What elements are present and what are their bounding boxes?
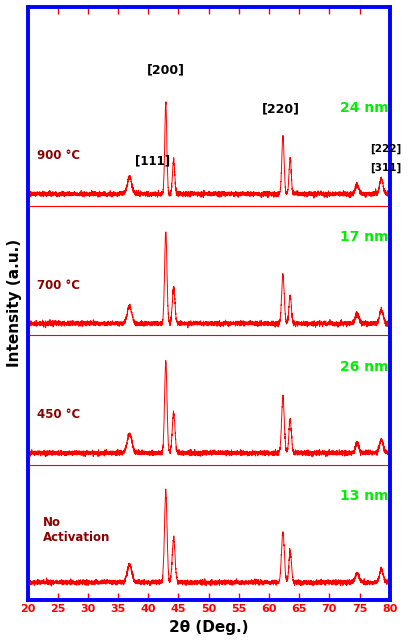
Text: 700 °C: 700 °C (37, 279, 80, 291)
Text: 24 nm: 24 nm (340, 101, 388, 115)
Text: 450 °C: 450 °C (37, 408, 80, 421)
Y-axis label: Intensity (a.u.): Intensity (a.u.) (7, 239, 22, 367)
Text: [200]: [200] (147, 63, 185, 76)
Text: [311]: [311] (370, 162, 402, 173)
Text: 13 nm: 13 nm (340, 489, 388, 503)
Text: No
Activation: No Activation (43, 516, 110, 544)
Text: 17 nm: 17 nm (340, 230, 388, 244)
Text: [222]: [222] (370, 143, 402, 153)
Text: [111]: [111] (135, 154, 170, 167)
X-axis label: 2θ (Deg.): 2θ (Deg.) (169, 620, 248, 635)
Text: 26 nm: 26 nm (340, 360, 388, 374)
Text: [220]: [220] (262, 102, 300, 116)
Text: 900 °C: 900 °C (37, 149, 80, 162)
